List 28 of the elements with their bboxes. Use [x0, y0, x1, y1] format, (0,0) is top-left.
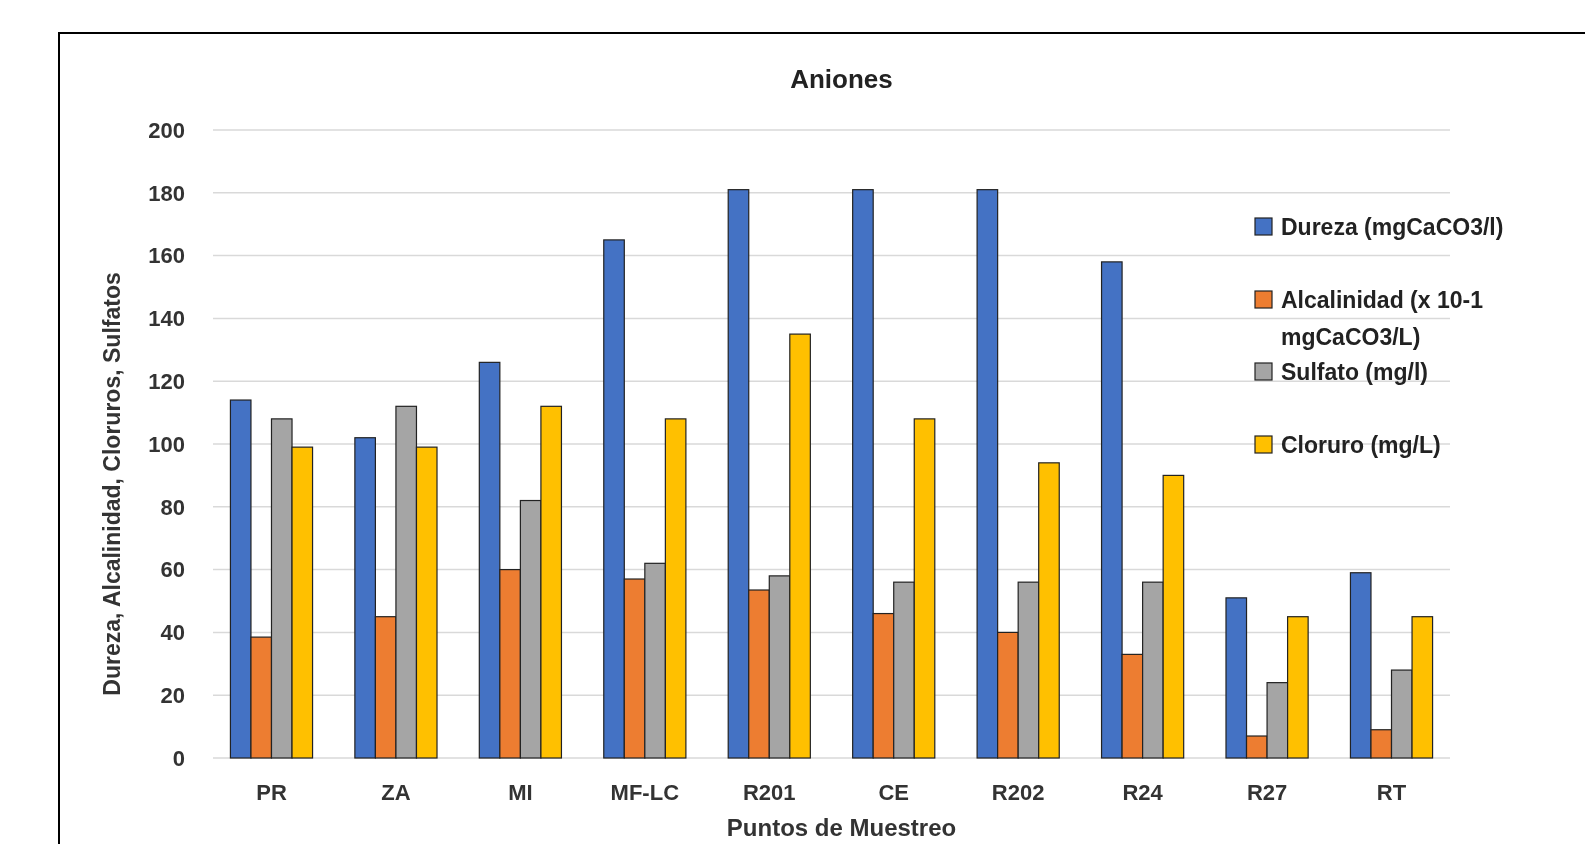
- legend-label: Sulfato (mg/l): [1281, 359, 1428, 386]
- y-tick-label: 20: [160, 682, 185, 708]
- x-tick-label: ZA: [381, 780, 411, 805]
- y-tick-label: 140: [148, 306, 185, 332]
- x-tick-label: MF-LC: [610, 780, 680, 805]
- y-tick-label: 40: [160, 620, 185, 646]
- x-tick-label: MI: [508, 780, 533, 805]
- x-axis-title: Puntos de Muestreo: [726, 814, 957, 841]
- x-tick-label: R27: [1246, 780, 1288, 805]
- y-tick-label: 80: [160, 494, 185, 520]
- y-tick-label: 0: [172, 745, 185, 771]
- x-tick-label: R24: [1122, 780, 1164, 805]
- chart-title: Aniones: [790, 64, 893, 94]
- y-tick-label: 60: [160, 557, 185, 583]
- y-axis-title: Dureza, Alcalinidad, Cloruros, Sulfatos: [99, 272, 125, 696]
- x-tick-label: PR: [256, 780, 287, 805]
- x-tick-label: R202: [991, 780, 1045, 805]
- x-tick-label: CE: [878, 780, 909, 805]
- y-tick-label: 100: [148, 431, 185, 457]
- y-tick-label: 180: [148, 180, 185, 206]
- y-tick-label: 200: [148, 117, 185, 143]
- legend-label: Cloruro (mg/L): [1281, 432, 1441, 459]
- legend-label: Alcalinidad (x 10-1 mgCaCO3/L): [1281, 287, 1484, 351]
- y-tick-label: 120: [148, 368, 185, 394]
- x-tick-label: R201: [742, 780, 796, 805]
- x-tick-label: RT: [1376, 780, 1407, 805]
- y-tick-label: 160: [148, 243, 185, 269]
- legend-label: Dureza (mgCaCO3/l): [1281, 214, 1504, 241]
